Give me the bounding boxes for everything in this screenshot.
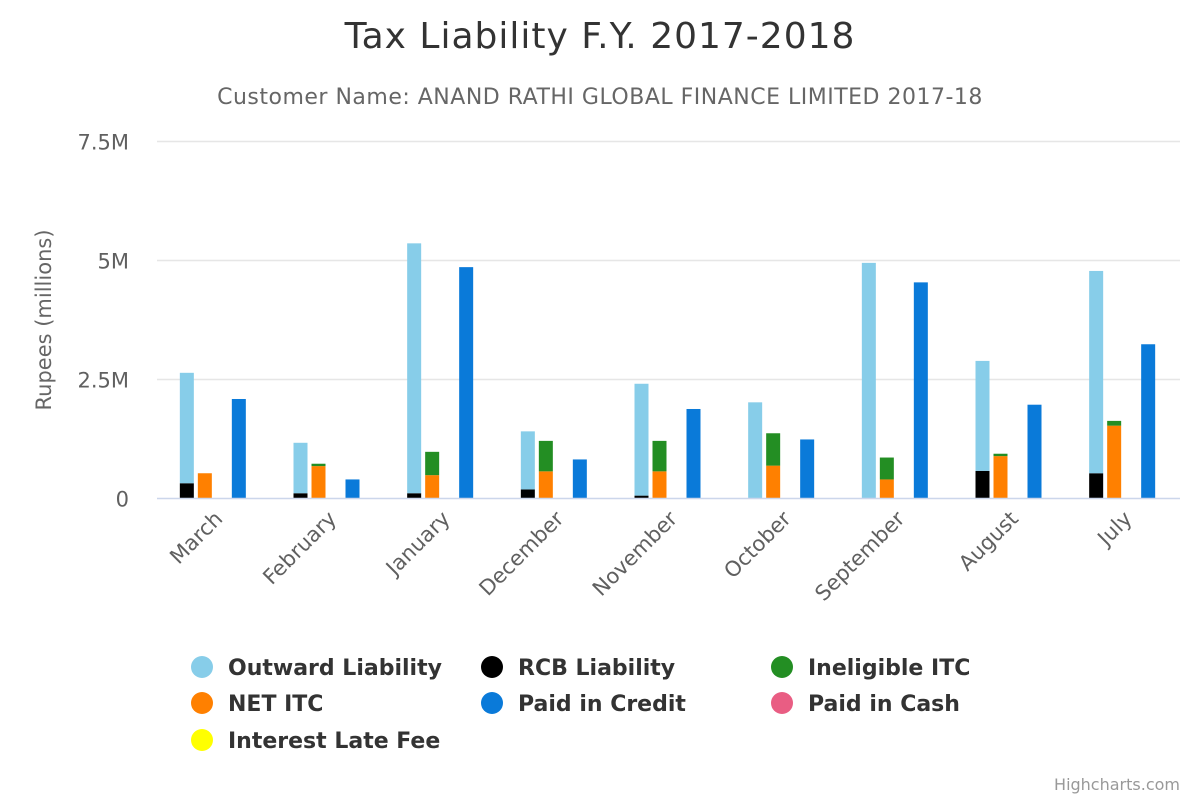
grid-lines	[157, 140, 1180, 381]
bar-outward-liability[interactable]	[407, 243, 422, 494]
bar-paid-in-credit[interactable]	[686, 408, 701, 498]
bar-outward-liability[interactable]	[179, 372, 194, 484]
bar-net-itc[interactable]	[1107, 425, 1122, 498]
bar-paid-in-credit[interactable]	[231, 398, 246, 498]
bar-net-itc[interactable]	[538, 471, 553, 498]
bar-net-itc[interactable]	[993, 456, 1008, 498]
x-axis-ticks: March February January December November Octo…	[165, 506, 1137, 605]
bar-ineligible-itc[interactable]	[538, 440, 553, 472]
legend-label: Interest Late Fee	[228, 729, 440, 754]
bar-rcb-liability[interactable]	[520, 489, 535, 498]
bar-ineligible-itc[interactable]	[311, 463, 326, 467]
bar-outward-liability[interactable]	[293, 442, 308, 494]
x-tick-label: January	[380, 507, 455, 582]
bar-net-itc[interactable]	[197, 473, 212, 498]
legend-item-paid-in-cash[interactable]: Paid in Cash	[771, 692, 960, 717]
legend-marker	[481, 692, 503, 714]
bar-rcb-liability[interactable]	[407, 493, 422, 498]
legend-item-net-itc[interactable]: NET ITC	[191, 692, 323, 717]
bar-net-itc[interactable]	[425, 475, 440, 498]
legend-label: Paid in Cash	[808, 692, 960, 717]
x-tick-label: March	[165, 507, 227, 569]
bar-paid-in-credit[interactable]	[459, 267, 474, 498]
bar-rcb-liability[interactable]	[179, 483, 194, 498]
bar-net-itc[interactable]	[879, 479, 894, 498]
legend-item-interest-late-fee[interactable]: Interest Late Fee	[191, 729, 440, 754]
bar-paid-in-credit[interactable]	[1027, 404, 1042, 498]
legend-label: Outward Liability	[228, 656, 442, 681]
bar-paid-in-credit[interactable]	[345, 479, 360, 498]
legend: Outward Liability RCB Liability Ineligible…	[191, 656, 970, 754]
y-tick-label: 0	[116, 488, 129, 512]
y-axis-title: Rupees (millions)	[32, 229, 56, 410]
y-tick-label: 7.5M	[77, 131, 129, 155]
chart-subtitle: Customer Name: ANAND RATHI GLOBAL FINANC…	[217, 85, 983, 110]
bar-net-itc[interactable]	[766, 465, 781, 498]
bar-ineligible-itc[interactable]	[879, 457, 894, 480]
legend-label: NET ITC	[228, 692, 323, 717]
legend-marker	[771, 692, 793, 714]
bar-ineligible-itc[interactable]	[652, 440, 667, 472]
credits-link[interactable]: Highcharts.com	[1054, 775, 1180, 794]
bar-rcb-liability[interactable]	[1089, 473, 1104, 498]
legend-item-rcb-liability[interactable]: RCB Liability	[481, 656, 675, 681]
legend-item-paid-in-credit[interactable]: Paid in Credit	[481, 692, 686, 717]
x-tick-label: February	[258, 507, 341, 590]
bar-rcb-liability[interactable]	[634, 495, 649, 498]
bar-outward-liability[interactable]	[1089, 270, 1104, 474]
bars	[179, 243, 1156, 498]
bar-ineligible-itc[interactable]	[1107, 420, 1122, 426]
bar-net-itc[interactable]	[311, 466, 326, 498]
bar-paid-in-credit[interactable]	[800, 439, 815, 498]
bar-outward-liability[interactable]	[975, 360, 990, 471]
y-tick-label: 5M	[98, 250, 129, 274]
bar-ineligible-itc[interactable]	[766, 433, 781, 466]
legend-item-ineligible-itc[interactable]: Ineligible ITC	[771, 656, 970, 681]
x-tick-label: August	[954, 507, 1023, 576]
bar-paid-in-credit[interactable]	[1141, 344, 1156, 498]
legend-marker	[191, 729, 213, 751]
legend-marker	[771, 656, 793, 678]
legend-label: Ineligible ITC	[808, 656, 970, 681]
bar-net-itc[interactable]	[652, 471, 667, 498]
bar-outward-liability[interactable]	[634, 383, 649, 496]
bar-paid-in-credit[interactable]	[913, 282, 928, 498]
bar-rcb-liability[interactable]	[293, 493, 308, 498]
y-axis-ticks: 0 2.5M 5M 7.5M	[77, 131, 129, 512]
legend-item-outward-liability[interactable]: Outward Liability	[191, 656, 442, 681]
bar-paid-in-credit[interactable]	[572, 459, 587, 498]
legend-label: Paid in Credit	[518, 692, 686, 717]
legend-marker	[191, 656, 213, 678]
bar-outward-liability[interactable]	[520, 431, 535, 490]
x-tick-label: July	[1092, 507, 1137, 552]
bar-outward-liability[interactable]	[748, 402, 763, 498]
x-tick-label: December	[474, 506, 568, 600]
legend-marker	[191, 692, 213, 714]
bar-rcb-liability[interactable]	[975, 470, 990, 498]
bar-outward-liability[interactable]	[861, 262, 876, 498]
x-tick-label: October	[719, 506, 796, 583]
x-tick-label: November	[588, 506, 682, 600]
bar-ineligible-itc[interactable]	[425, 451, 440, 476]
legend-label: RCB Liability	[518, 656, 675, 681]
bar-ineligible-itc[interactable]	[993, 453, 1008, 457]
y-tick-label: 2.5M	[77, 369, 129, 393]
x-tick-label: September	[810, 506, 909, 605]
legend-marker	[481, 656, 503, 678]
chart-title: Tax Liability F.Y. 2017-2018	[344, 16, 856, 57]
